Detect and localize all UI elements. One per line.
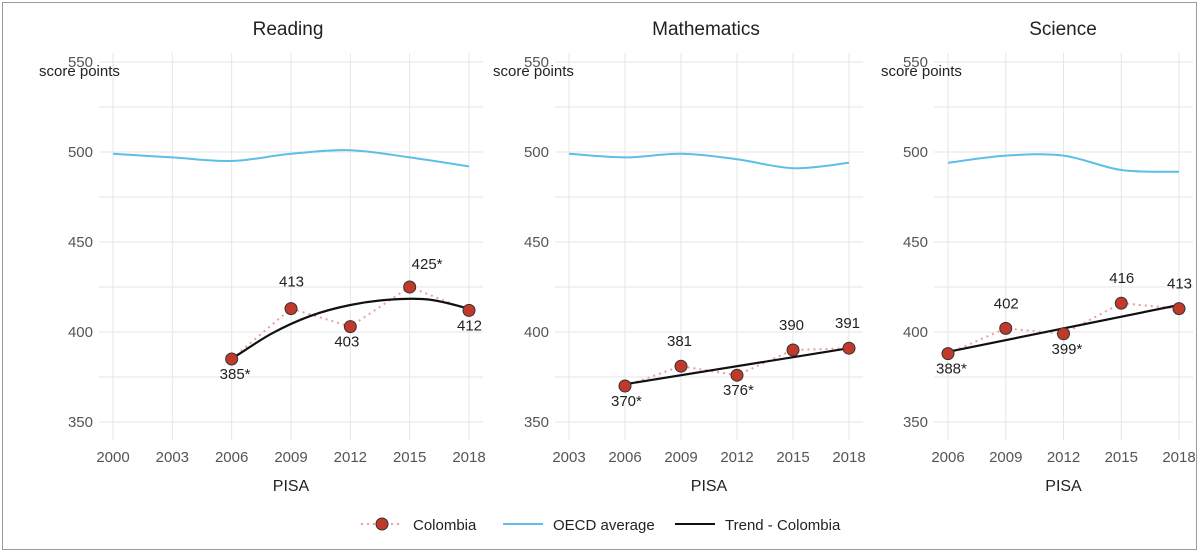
oecd-average-line (112, 149, 470, 168)
y-tick-label: 550 (68, 54, 93, 71)
panel-title: Science (1029, 19, 1097, 40)
legend-colombia-label: Colombia (413, 517, 477, 534)
x-tick-label: 2018 (832, 449, 865, 466)
y-tick-label: 500 (524, 144, 549, 161)
colombia-point (1172, 302, 1186, 316)
legend-trend-label: Trend - Colombia (725, 517, 841, 534)
panel-mathematics: Mathematics score points PISA 350 400 450 500 5… (493, 19, 866, 495)
colombia-data-label: 399* (1052, 341, 1083, 358)
colombia-point (618, 379, 632, 393)
y-axis-label: score points (493, 63, 574, 80)
x-axis-label: PISA (273, 478, 310, 495)
x-tick-label: 2009 (664, 449, 697, 466)
colombia-point (999, 321, 1013, 335)
colombia-data-label: 413 (1167, 276, 1192, 293)
legend: Colombia OECD average Trend - Colombia (361, 517, 841, 534)
colombia-data-label: 416 (1109, 270, 1134, 287)
x-axis-label: PISA (691, 478, 728, 495)
y-tick-label: 500 (68, 144, 93, 161)
y-axis-label: score points (881, 63, 962, 80)
y-tick-label: 350 (68, 414, 93, 431)
y-tick-label: 450 (524, 234, 549, 251)
colombia-trend-line (624, 347, 850, 386)
x-tick-label: 2018 (1162, 449, 1195, 466)
panel-reading: Reading score points PISA 350 400 450 500 550 20… (39, 19, 486, 495)
x-tick-label: 2018 (452, 449, 485, 466)
x-tick-label: 2006 (931, 449, 964, 466)
x-tick-label: 2015 (1105, 449, 1138, 466)
colombia-data-label: 370* (611, 393, 642, 410)
x-tick-label: 2012 (720, 449, 753, 466)
oecd-average-line (947, 153, 1180, 173)
legend-oecd-label: OECD average (553, 517, 655, 534)
colombia-data-label: 376* (723, 382, 754, 399)
x-axis-label: PISA (1045, 478, 1082, 495)
panel-science: Science score points PISA 350 400 450 500 550 20… (881, 19, 1196, 495)
y-tick-label: 550 (524, 54, 549, 71)
colombia-point (730, 368, 744, 382)
oecd-average-line (568, 152, 850, 170)
colombia-data-label: 385* (220, 366, 251, 383)
pisa-trend-charts: Reading score points PISA 350 400 450 500 550 20… (39, 19, 1196, 534)
y-tick-label: 350 (524, 414, 549, 431)
colombia-data-label: 413 (279, 274, 304, 291)
colombia-point (674, 359, 688, 373)
colombia-point (343, 320, 357, 334)
colombia-data-label: 381 (667, 333, 692, 350)
x-tick-label: 2003 (156, 449, 189, 466)
y-tick-label: 350 (903, 414, 928, 431)
colombia-point (786, 343, 800, 357)
x-tick-label: 2009 (989, 449, 1022, 466)
x-tick-label: 2003 (552, 449, 585, 466)
y-tick-label: 500 (903, 144, 928, 161)
legend-colombia-marker (375, 517, 389, 531)
x-tick-label: 2012 (1047, 449, 1080, 466)
x-tick-label: 2009 (274, 449, 307, 466)
colombia-point (842, 341, 856, 355)
colombia-point (1114, 296, 1128, 310)
colombia-point (462, 303, 476, 317)
colombia-point (941, 347, 955, 361)
colombia-point (403, 280, 417, 294)
y-tick-label: 400 (903, 324, 928, 341)
y-axis-label: score points (39, 63, 120, 80)
colombia-data-label: 402 (994, 295, 1019, 312)
y-tick-label: 450 (68, 234, 93, 251)
colombia-data-label: 412 (457, 317, 482, 334)
x-tick-label: 2015 (393, 449, 426, 466)
x-tick-label: 2015 (776, 449, 809, 466)
colombia-data-label: 425* (412, 256, 443, 273)
colombia-point (225, 352, 239, 366)
x-tick-label: 2012 (334, 449, 367, 466)
y-tick-label: 550 (903, 54, 928, 71)
colombia-point (284, 302, 298, 316)
panel-title: Mathematics (652, 19, 760, 40)
x-tick-label: 2000 (96, 449, 129, 466)
x-tick-label: 2006 (608, 449, 641, 466)
y-tick-label: 400 (68, 324, 93, 341)
colombia-point (1057, 327, 1070, 341)
y-tick-label: 450 (903, 234, 928, 251)
colombia-trend-line (231, 297, 470, 360)
colombia-data-label: 390 (779, 317, 804, 334)
colombia-data-label: 388* (936, 361, 967, 378)
x-tick-label: 2006 (215, 449, 248, 466)
colombia-data-label: 403 (334, 334, 359, 351)
y-tick-label: 400 (524, 324, 549, 341)
panel-title: Reading (253, 19, 324, 40)
colombia-data-label: 391 (835, 315, 860, 332)
